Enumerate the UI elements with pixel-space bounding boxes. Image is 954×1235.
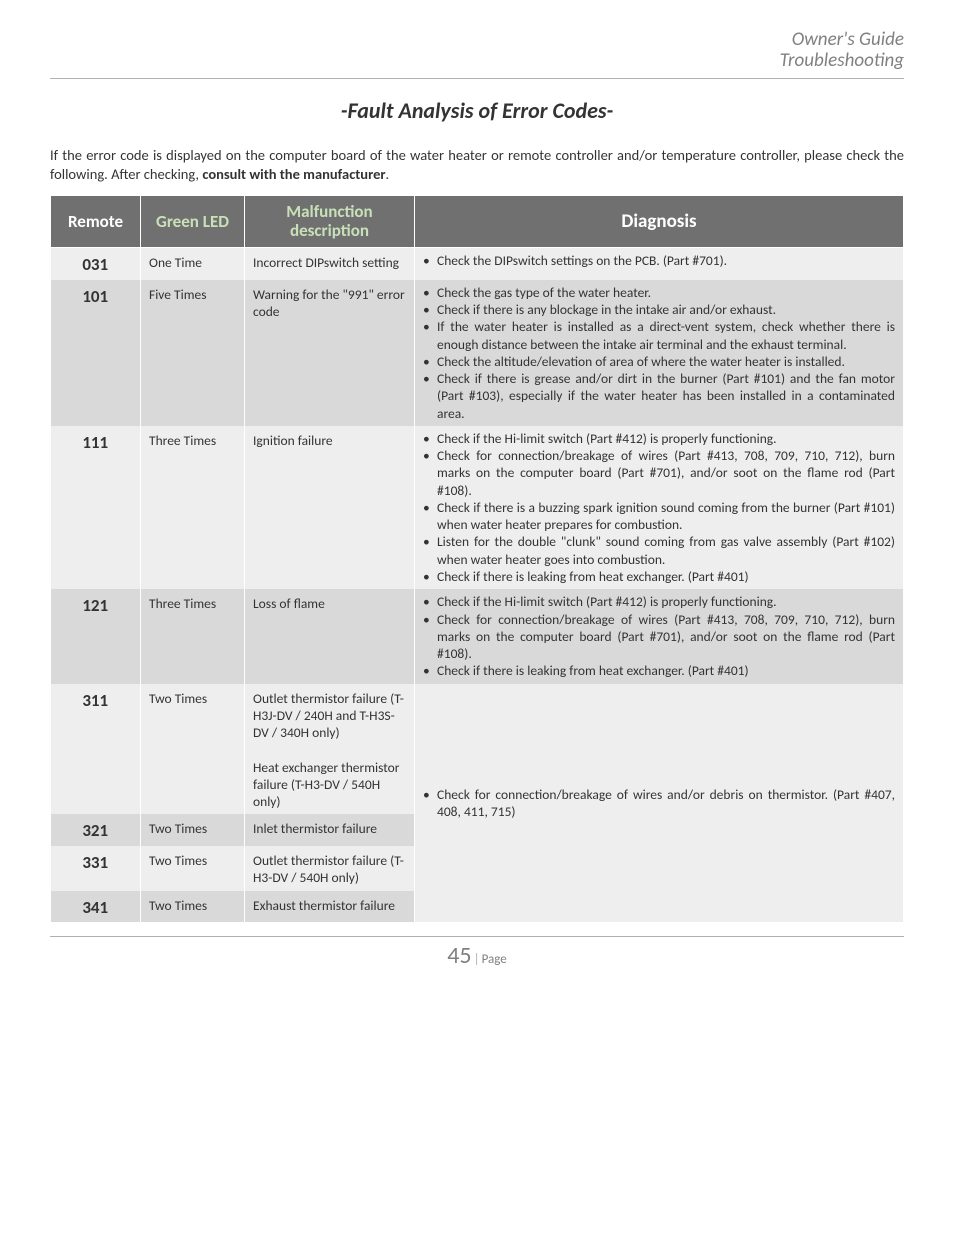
error-code: 101	[51, 280, 141, 426]
col-header-mal-top: Malfunction	[286, 201, 372, 222]
header-section-title: Troubleshooting	[50, 51, 904, 72]
diagnosis-cell: Check the gas type of the water heater.C…	[415, 280, 904, 426]
led-pattern: Two Times	[141, 814, 245, 846]
diagnosis-item: Check the altitude/elevation of area of …	[423, 353, 895, 370]
error-code: 111	[51, 426, 141, 589]
error-code: 031	[51, 248, 141, 280]
error-code: 321	[51, 814, 141, 846]
diagnosis-item: Check if the Hi-limit switch (Part #412)…	[423, 593, 895, 610]
diagnosis-item: Check for connection/breakage of wires a…	[423, 786, 895, 821]
malfunction-description: Warning for the "991" error code	[245, 280, 415, 426]
error-code: 311	[51, 684, 141, 815]
footer-separator: |	[474, 952, 480, 967]
diagnosis-cell: Check the DIPswitch settings on the PCB.…	[415, 248, 904, 280]
malfunction-description: Loss of flame	[245, 589, 415, 683]
fault-codes-table: Remote Green LED Malfunction description…	[50, 195, 904, 923]
intro-text-bold: consult with the manufacturer	[202, 165, 385, 183]
table-header-row: Remote Green LED Malfunction description…	[51, 195, 904, 247]
page-header: Owner's Guide Troubleshooting	[50, 30, 904, 72]
malfunction-description: Inlet thermistor failure	[245, 814, 415, 846]
page-title: -Fault Analysis of Error Codes-	[50, 97, 904, 124]
table-row: 101Five TimesWarning for the "991" error…	[51, 280, 904, 426]
header-divider	[50, 78, 904, 79]
col-header-remote: Remote	[51, 195, 141, 247]
diagnosis-item: Check the gas type of the water heater.	[423, 284, 895, 301]
diagnosis-item: If the water heater is installed as a di…	[423, 318, 895, 353]
col-header-green-led: Green LED	[141, 195, 245, 247]
error-code: 341	[51, 891, 141, 923]
diagnosis-list: Check the gas type of the water heater.C…	[423, 284, 895, 422]
diagnosis-cell: Check if the Hi-limit switch (Part #412)…	[415, 426, 904, 589]
table-row: 031One TimeIncorrect DIPswitch setting Ch…	[51, 248, 904, 280]
malfunction-description: Incorrect DIPswitch setting	[245, 248, 415, 280]
table-body: 031One TimeIncorrect DIPswitch settingCh…	[51, 248, 904, 923]
led-pattern: Two Times	[141, 846, 245, 891]
col-header-diagnosis: Diagnosis	[415, 195, 904, 247]
led-pattern: Three Times	[141, 426, 245, 589]
col-header-green-top: Green	[156, 211, 199, 232]
page-label: Page	[482, 952, 507, 967]
intro-paragraph: If the error code is displayed on the co…	[50, 146, 904, 185]
led-pattern: One Time	[141, 248, 245, 280]
header-guide-title: Owner's Guide	[50, 30, 904, 51]
led-pattern: Three Times	[141, 589, 245, 683]
col-header-malfunction: Malfunction description	[245, 195, 415, 247]
diagnosis-item: Check for connection/breakage of wires (…	[423, 611, 895, 663]
error-code: 331	[51, 846, 141, 891]
diagnosis-item: Check if there is leaking from heat exch…	[423, 568, 895, 585]
led-pattern: Five Times	[141, 280, 245, 426]
diagnosis-item: Check if there is leaking from heat exch…	[423, 662, 895, 679]
malfunction-description: Outlet thermistor failure (T-H3-DV / 540…	[245, 846, 415, 891]
intro-text-post: .	[386, 165, 390, 183]
diagnosis-item: Check if the Hi-limit switch (Part #412)…	[423, 430, 895, 447]
malfunction-description: Ignition failure	[245, 426, 415, 589]
diagnosis-item: Check if there is grease and/or dirt in …	[423, 370, 895, 422]
diagnosis-item: Check the DIPswitch settings on the PCB.…	[423, 252, 895, 269]
diagnosis-item: Check if there is any blockage in the in…	[423, 301, 895, 318]
diagnosis-list: Check the DIPswitch settings on the PCB.…	[423, 252, 895, 269]
diagnosis-cell: Check if the Hi-limit switch (Part #412)…	[415, 589, 904, 683]
diagnosis-item: Check if there is a buzzing spark igniti…	[423, 499, 895, 534]
col-header-green-bot: LED	[203, 211, 229, 232]
table-row: 111Three TimesIgnition failureCheck if t…	[51, 426, 904, 589]
malfunction-description: Outlet thermistor failure (T-H3J-DV / 24…	[245, 684, 415, 815]
diagnosis-item: Check for connection/breakage of wires (…	[423, 447, 895, 499]
col-header-mal-bot: description	[290, 220, 369, 241]
diagnosis-item: Listen for the double "clunk" sound comi…	[423, 533, 895, 568]
led-pattern: Two Times	[141, 684, 245, 815]
error-code: 121	[51, 589, 141, 683]
diagnosis-list: Check if the Hi-limit switch (Part #412)…	[423, 430, 895, 585]
page-number: 45	[447, 941, 471, 970]
led-pattern: Two Times	[141, 891, 245, 923]
malfunction-description: Exhaust thermistor failure	[245, 891, 415, 923]
diagnosis-cell: Check for connection/breakage of wires a…	[415, 684, 904, 923]
intro-text-pre: If the error code is displayed on the co…	[50, 146, 904, 184]
table-row: 121Three TimesLoss of flame Check if the …	[51, 589, 904, 683]
footer-divider	[50, 936, 904, 937]
diagnosis-list: Check for connection/breakage of wires a…	[423, 786, 895, 821]
page-footer: 45|Page	[50, 941, 904, 970]
table-row: 311Two TimesOutlet thermistor failure (T…	[51, 684, 904, 815]
diagnosis-list: Check if the Hi-limit switch (Part #412)…	[423, 593, 895, 679]
